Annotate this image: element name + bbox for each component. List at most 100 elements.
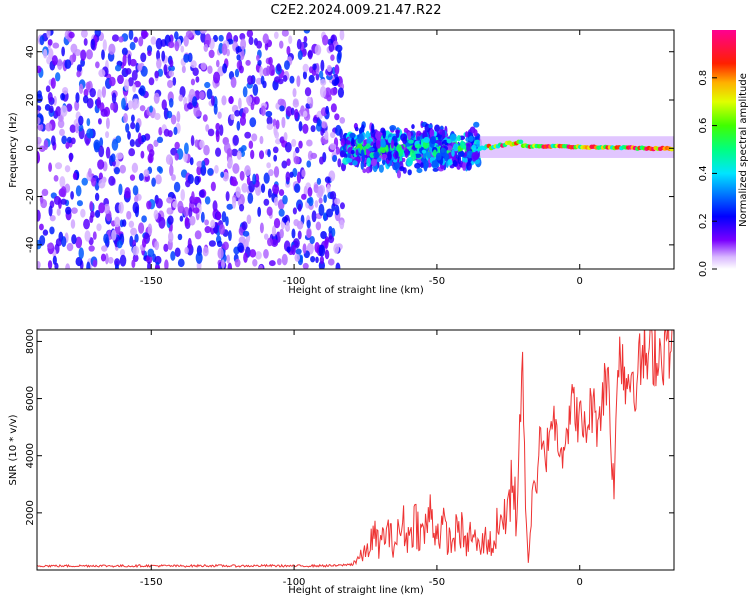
heatmap-cell (190, 60, 197, 69)
heatmap-cell (411, 152, 417, 162)
heatmap-cell (203, 144, 210, 156)
heatmap-cell (232, 163, 240, 174)
snr-x-tick-label: -100 (283, 577, 306, 588)
heatmap-cell (92, 259, 98, 268)
heatmap-cell (147, 248, 155, 258)
heatmap-cell (103, 233, 109, 244)
heatmap-cell (135, 122, 140, 133)
heatmap-cell (320, 230, 327, 240)
heatmap-cell (37, 117, 41, 125)
heatmap-cell (101, 245, 108, 252)
snr-x-ticks: -150 -100 -50 0 (140, 330, 583, 588)
colorbar-tick-label: 0.4 (698, 165, 709, 181)
heatmap-cell (335, 44, 343, 52)
heatmap-cell (177, 258, 185, 268)
heatmap-cell (105, 131, 110, 139)
heatmap-cell (60, 198, 67, 205)
heatmap-cell (230, 113, 235, 121)
heatmap-cell (37, 136, 42, 145)
heatmap-cell (195, 76, 200, 83)
heatmap-cell (334, 204, 340, 216)
heatmap-cell (387, 151, 392, 161)
heatmap-cell (88, 168, 92, 178)
heatmap-cell (352, 160, 358, 166)
heatmap-cell (302, 262, 309, 269)
heatmap-cell (238, 65, 244, 74)
heatmap-cell (404, 148, 409, 159)
heatmap-cell (297, 230, 302, 240)
heatmap-cell (138, 87, 145, 95)
heatmap-cell (204, 81, 211, 89)
heatmap-cell (431, 160, 439, 168)
heatmap-cell (231, 148, 239, 157)
heatmap-cell (206, 88, 213, 100)
heatmap-cell (396, 170, 402, 179)
heatmap-cell (199, 91, 205, 100)
heatmap-cell (370, 158, 377, 167)
heatmap-cell (407, 131, 412, 141)
heatmap-cell (292, 88, 297, 98)
heatmap-cell (119, 248, 126, 257)
heatmap-cell (323, 194, 327, 204)
heatmap-cell (64, 59, 72, 70)
heatmap-cell (96, 97, 102, 109)
heatmap-cell (260, 75, 265, 85)
heatmap-cell (170, 251, 176, 261)
colorbar-gradient (712, 30, 736, 269)
heatmap-cell (39, 235, 46, 246)
heatmap-cell (101, 49, 105, 61)
snr-x-tick-label: -50 (429, 577, 445, 588)
heatmap-cell (447, 158, 453, 166)
heatmap-cell (114, 258, 121, 267)
heatmap-cell (316, 177, 322, 185)
heatmap-cell (339, 117, 346, 124)
heatmap-cell (118, 36, 124, 43)
heatmap-cell (468, 135, 474, 142)
heatmap-cell (449, 133, 457, 142)
heatmap-cell (53, 195, 61, 205)
heatmap-cell (263, 198, 270, 206)
heatmap-cell (155, 198, 163, 209)
heatmap-cell (293, 218, 300, 227)
heatmap-cell (115, 152, 124, 160)
heatmap-cell (205, 124, 210, 132)
heatmap-cell (289, 75, 295, 84)
heatmap-cell (471, 144, 477, 151)
heatmap-cell (277, 98, 285, 106)
heatmap-cell (396, 144, 402, 152)
heatmap-cell (100, 108, 108, 117)
heatmap-cell (133, 80, 141, 88)
heatmap-cell (251, 133, 258, 142)
heatmap-cell (346, 152, 351, 158)
heatmap-cell (155, 174, 162, 185)
heatmap-cell (669, 147, 674, 152)
heatmap-cell (97, 118, 102, 125)
heatmap-cell (71, 207, 78, 214)
heatmap-cell (140, 52, 147, 63)
heatmap-cell (326, 64, 332, 73)
heatmap-cell (218, 34, 224, 42)
heatmap-cell (128, 220, 135, 228)
heatmap-cell (219, 124, 224, 136)
heatmap-cell (318, 244, 326, 257)
heatmap-cell (199, 30, 207, 34)
snr-y-tick-label: 2000 (25, 500, 36, 525)
heatmap-cell (278, 40, 284, 49)
heatmap-cell (115, 135, 122, 144)
heatmap-cell (161, 50, 166, 62)
heatmap-cell (129, 174, 136, 181)
heatmap-cell (326, 94, 332, 102)
heatmap-cell (176, 110, 181, 123)
heatmap-cell (134, 98, 140, 109)
heatmap-cell (37, 93, 43, 103)
heatmap-cell (113, 167, 120, 175)
heatmap-cell (154, 112, 161, 121)
heatmap-cell (174, 247, 181, 258)
heatmap-cell (382, 128, 387, 139)
heatmap-cell (306, 219, 311, 229)
heatmap-cell (188, 207, 193, 218)
heatmap-cell (192, 96, 198, 107)
heatmap-cell (110, 153, 116, 163)
